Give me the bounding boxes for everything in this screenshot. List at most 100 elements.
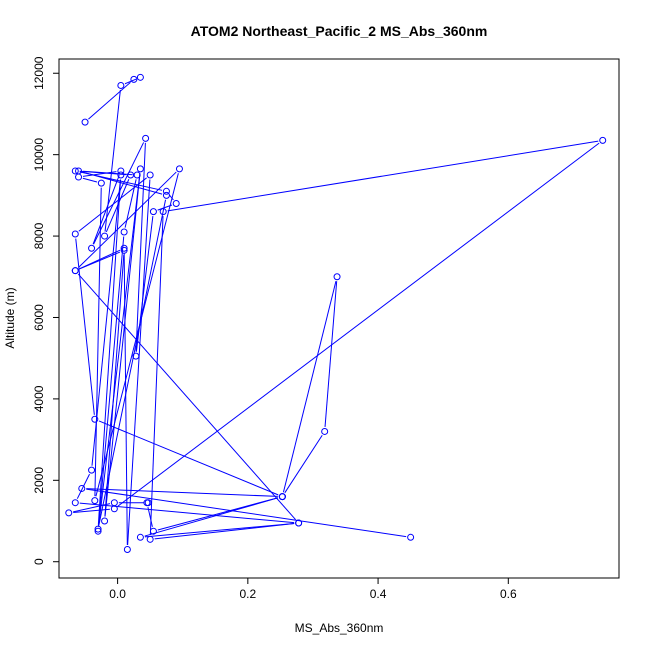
series-line-segment [82,171,117,177]
series-line-segment [149,216,164,535]
data-point [149,527,157,535]
data-point [101,232,109,240]
data-point [172,200,180,208]
series-line-segment [77,273,297,521]
data-point [71,230,79,238]
data-point [146,535,154,543]
series-line-segment [76,473,90,499]
x-tick-label: 0.4 [370,587,387,601]
series-line-segment [167,140,599,212]
series-line-segment [135,142,146,352]
data-point [120,244,128,252]
data-point [97,179,105,187]
series-line-segment [104,89,121,232]
data-point [117,81,125,89]
series-line-segment [117,142,600,507]
series-line-segment [154,523,295,540]
series-line-segment [282,281,337,493]
x-tick-label: 0.6 [500,587,517,601]
x-axis: 0.0 0.2 0.4 0.6 [109,577,517,601]
y-tick-label: 10000 [32,138,46,172]
data-point [130,75,138,83]
series-line-segment [75,238,95,415]
data-point [278,493,286,501]
data-point [143,499,151,507]
series-line-segment [147,506,153,527]
series-line-segment [73,508,110,513]
data-point [71,167,79,175]
data-point [159,208,167,216]
data-point [132,352,140,360]
data-point [333,273,341,281]
series-layer [65,73,607,554]
y-axis: 0 2000 4000 6000 8000 10000 12000 [32,56,60,565]
data-point [120,228,128,236]
data-point [117,171,125,179]
series-line-segment [73,503,111,513]
series-line-segment [79,502,295,524]
data-point [78,484,86,492]
series-line-segment [123,252,128,546]
series-line-segment [86,488,407,538]
x-axis-label: MS_Abs_360nm [295,621,384,635]
data-point [81,118,89,126]
series-line-segment [98,199,167,525]
y-axis-label: Altitude (m) [3,287,17,348]
series-line-segment [144,522,295,538]
data-point [133,171,141,179]
data-point [75,167,83,175]
data-point [136,73,144,81]
series-line-segment [324,281,338,428]
series-line-segment [98,420,279,496]
series-line-segment [82,177,98,183]
data-point [123,546,131,554]
data-point [94,525,102,533]
y-tick-label: 4000 [32,385,46,412]
data-point [91,415,99,423]
series-line-segment [88,81,131,120]
series-line-segment [127,179,151,546]
series-line-segment [79,249,121,270]
data-point [91,497,99,505]
series-line-segment [95,173,179,497]
series-line-segment [124,78,137,85]
x-tick-label: 0.0 [109,587,126,601]
series-line-segment [157,497,279,531]
y-tick-label: 12000 [32,56,46,90]
data-point [71,267,79,275]
series-line-segment [97,179,122,525]
data-point [149,208,157,216]
series-line-segment [97,236,125,527]
data-point [162,191,170,199]
y-tick-label: 6000 [32,304,46,331]
series-line-segment [94,187,102,497]
data-point [101,517,109,525]
data-point [136,533,144,541]
data-point [407,533,415,541]
series-line-segment [82,171,163,195]
series-line-segment [104,173,141,517]
data-point [175,165,183,173]
y-tick-label: 0 [32,558,46,565]
data-point [117,167,125,175]
data-point [88,466,96,474]
data-point [142,134,150,142]
series-line-segment [82,170,133,176]
series-line-segment [91,179,121,466]
data-point [136,165,144,173]
data-point [146,171,154,179]
x-tick-label: 0.2 [239,587,256,601]
data-point [120,246,128,254]
series-line-segment [104,254,125,517]
series-line-segment [78,177,147,232]
data-point [65,509,73,517]
data-point [75,173,83,181]
series-line-segment [86,488,278,497]
data-point [321,427,329,435]
data-point [127,171,135,179]
y-tick-label: 8000 [32,222,46,249]
data-point [162,187,170,195]
series-line-segment [168,194,174,201]
y-tick-label: 2000 [32,467,46,494]
